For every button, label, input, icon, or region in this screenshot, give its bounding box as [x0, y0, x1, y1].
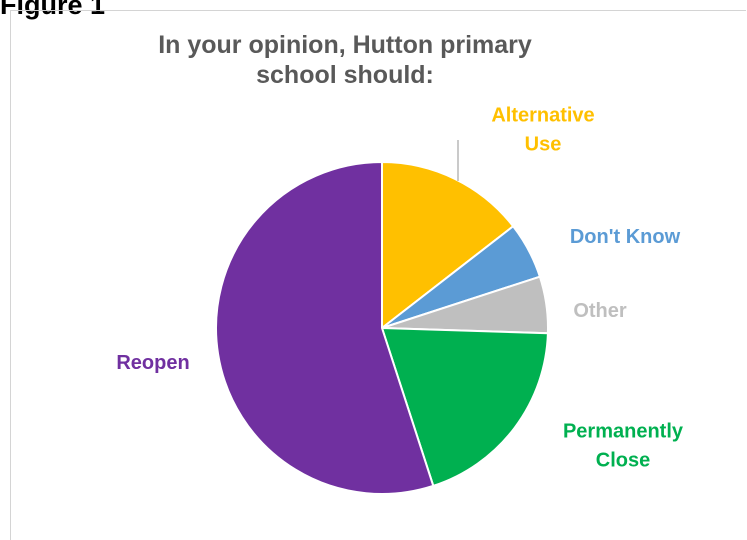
slice-label-line: Other: [573, 300, 627, 322]
slice-label-don-t-know: Don't Know: [570, 226, 681, 248]
slice-label-other: Other: [573, 300, 627, 322]
pie-slice-reopen: [215, 160, 435, 495]
slice-label-line: Use: [525, 134, 562, 156]
chart-title-line-1: In your opinion, Hutton primary: [158, 31, 532, 59]
slice-label-permanently-close: Permanently Close: [563, 421, 684, 472]
slice-label-reopen: Reopen: [116, 352, 189, 374]
chart-title-line-2: school should:: [256, 61, 434, 89]
pie-slice-alternative-use: [381, 160, 515, 331]
pie-slice-permanently-close: [380, 326, 549, 488]
slice-label-line: Close: [596, 450, 650, 472]
chart-frame: [10, 10, 746, 540]
slice-label-line: Don't Know: [570, 226, 681, 248]
slice-label-alternative-use: Alternative Use: [491, 105, 594, 156]
chart-title: In your opinion, Hutton primary school s…: [85, 30, 605, 90]
slice-label-line: Alternative: [491, 105, 594, 127]
slice-label-line: Permanently: [563, 421, 684, 443]
slice-label-line: Reopen: [116, 352, 189, 374]
